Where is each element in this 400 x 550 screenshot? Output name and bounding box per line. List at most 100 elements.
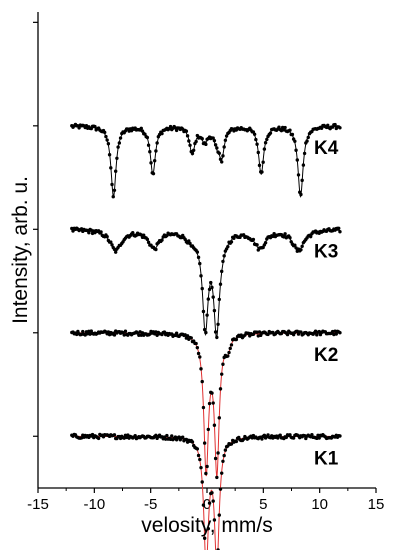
data-point-k4	[283, 125, 287, 130]
data-point-k2	[215, 475, 219, 480]
data-point-k4	[154, 149, 158, 153]
data-point-k4	[213, 143, 218, 147]
data-point-k2	[201, 405, 206, 410]
data-point-k4	[118, 136, 123, 140]
data-point-k4	[145, 135, 150, 140]
data-point-k4	[107, 153, 112, 157]
data-point-k3	[213, 330, 218, 334]
data-point-k4	[257, 163, 262, 168]
data-point-k3	[216, 322, 220, 326]
data-point-k4	[295, 158, 299, 162]
data-point-k3	[110, 243, 114, 247]
data-point-k4	[218, 157, 223, 161]
data-point-k4	[185, 134, 190, 138]
data-point-k3	[87, 230, 91, 235]
data-point-k4	[223, 138, 228, 142]
data-point-k3	[145, 237, 150, 242]
data-point-k3	[271, 234, 275, 239]
data-point-k1	[211, 499, 215, 503]
data-point-k2	[210, 391, 214, 395]
data-point-k4	[338, 126, 342, 130]
data-point-k2	[198, 355, 202, 359]
data-point-k3	[261, 245, 265, 250]
data-point-k4	[305, 139, 309, 143]
x-tick-label--5: -5	[144, 496, 157, 513]
data-point-k2	[155, 333, 159, 338]
data-point-k2	[217, 416, 221, 420]
data-point-k3	[221, 259, 225, 264]
data-point-k2	[123, 329, 128, 333]
data-point-k2	[213, 456, 218, 461]
data-point-k4	[140, 129, 145, 133]
data-point-k4	[261, 160, 265, 164]
data-point-k3	[308, 234, 313, 239]
data-point-k4	[146, 143, 151, 147]
data-point-k1	[217, 513, 221, 517]
data-point-k1	[190, 440, 195, 444]
data-point-k3	[205, 313, 209, 317]
data-point-k4	[106, 142, 111, 146]
series-k4	[70, 122, 342, 199]
data-point-k1	[234, 439, 239, 444]
data-point-k4	[143, 132, 147, 136]
data-point-k1	[133, 434, 137, 438]
data-point-k2	[315, 333, 319, 337]
data-point-k1	[181, 435, 185, 439]
data-point-k3	[196, 255, 201, 260]
data-point-k4	[301, 163, 306, 167]
data-point-k2	[221, 362, 225, 366]
data-point-k2	[228, 346, 232, 351]
data-point-k2	[205, 464, 209, 469]
x-tick-label--15: -15	[27, 496, 49, 513]
data-point-k2	[174, 331, 179, 335]
data-point-k3	[207, 287, 212, 292]
data-point-k3	[229, 240, 234, 244]
data-point-k3	[283, 232, 287, 236]
data-point-k4	[211, 136, 215, 140]
data-point-k1	[212, 518, 217, 522]
data-point-k2	[218, 387, 223, 391]
data-point-k2	[266, 332, 270, 337]
data-point-k2	[79, 332, 84, 337]
data-point-k4	[139, 126, 143, 131]
data-point-k2	[137, 333, 141, 337]
fit-line-k2	[71, 332, 340, 477]
data-point-k4	[268, 131, 273, 135]
data-point-k4	[104, 134, 108, 139]
x-tick-label-0: 0	[203, 496, 211, 513]
data-point-k4	[151, 171, 156, 176]
data-point-k4	[160, 131, 164, 136]
data-point-k2	[226, 354, 230, 358]
data-point-k1	[207, 501, 212, 505]
data-point-k4	[306, 135, 310, 140]
data-point-k3	[338, 230, 342, 234]
data-point-k4	[191, 148, 196, 152]
data-point-k3	[212, 308, 217, 313]
data-point-k4	[77, 126, 81, 130]
data-point-k3	[188, 241, 192, 246]
data-point-k2	[200, 379, 204, 384]
data-point-k1	[220, 471, 224, 475]
data-point-k4	[187, 139, 191, 143]
data-point-k2	[334, 332, 338, 336]
series-label-k3: K3	[314, 241, 338, 262]
data-point-k1	[223, 448, 228, 452]
data-point-k4	[117, 141, 122, 145]
data-point-k4	[333, 122, 337, 127]
data-point-k1	[200, 480, 204, 484]
x-tick-label--10: -10	[83, 496, 105, 513]
data-point-k1	[221, 459, 225, 464]
data-point-k2	[194, 341, 198, 346]
data-point-k4	[288, 128, 292, 132]
data-point-k2	[227, 350, 231, 355]
data-point-k3	[160, 238, 164, 242]
data-point-k2	[185, 334, 190, 338]
data-point-k1	[112, 433, 117, 437]
data-point-k2	[234, 337, 239, 342]
data-point-k3	[200, 286, 204, 291]
data-point-k4	[277, 125, 281, 129]
data-point-k3	[210, 285, 214, 290]
data-point-k1	[202, 536, 207, 540]
data-point-k4	[152, 159, 157, 163]
data-point-k4	[109, 166, 113, 170]
